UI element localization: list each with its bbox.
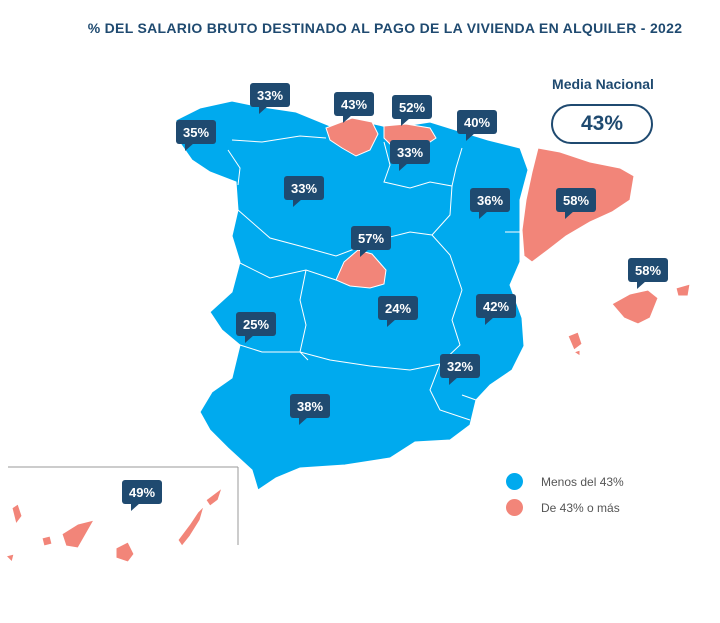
region-canarias-fuerteventura (177, 504, 206, 547)
callout-cataluna: 58% (556, 188, 597, 219)
legend-label-above: De 43% o más (541, 500, 620, 515)
callout-navarra: 40% (457, 110, 498, 141)
region-cantabria (325, 117, 379, 157)
callout-aragon: 36% (470, 188, 511, 219)
region-canarias-la-gomera (41, 535, 53, 547)
callout-valencia: 42% (476, 294, 517, 325)
region-baleares-mallorca (611, 289, 659, 325)
legend-swatch-below (506, 473, 523, 490)
callout-asturias: 33% (250, 83, 291, 114)
callout-madrid: 57% (351, 226, 392, 257)
legend-item-below: Menos del 43% (506, 473, 624, 490)
callout-cantabria: 43% (334, 92, 375, 123)
callout-murcia: 32% (440, 354, 481, 385)
callout-castilla-leon: 33% (284, 176, 325, 207)
region-canarias-la-palma (11, 503, 23, 526)
national-average-value: 43% (551, 104, 653, 144)
region-canarias-el-hierro (5, 553, 15, 563)
callout-pais-vasco: 52% (392, 95, 433, 126)
region-baleares-menorca (675, 283, 691, 297)
callout-canarias: 49% (122, 480, 163, 511)
region-baleares-ibiza (567, 331, 583, 351)
region-canarias-tenerife (61, 519, 96, 549)
national-average-label: Media Nacional (552, 76, 654, 92)
callout-baleares: 58% (628, 258, 669, 289)
legend-label-below: Menos del 43% (541, 474, 624, 489)
region-baleares-formentera (572, 349, 581, 357)
region-canarias-lanzarote (205, 486, 223, 507)
peninsula-shape (175, 100, 529, 491)
callout-andalucia: 38% (290, 394, 331, 425)
map-title: % DEL SALARIO BRUTO DESTINADO AL PAGO DE… (87, 20, 683, 36)
callout-castilla-la-mancha: 24% (378, 296, 419, 327)
region-canarias-gran-canaria (115, 541, 135, 563)
callout-extremadura: 25% (236, 312, 277, 343)
canarias-frame (8, 466, 239, 545)
callout-la-rioja: 33% (390, 140, 431, 171)
callout-galicia: 35% (176, 120, 217, 151)
legend-swatch-above (506, 499, 523, 516)
legend-item-above: De 43% o más (506, 499, 620, 516)
